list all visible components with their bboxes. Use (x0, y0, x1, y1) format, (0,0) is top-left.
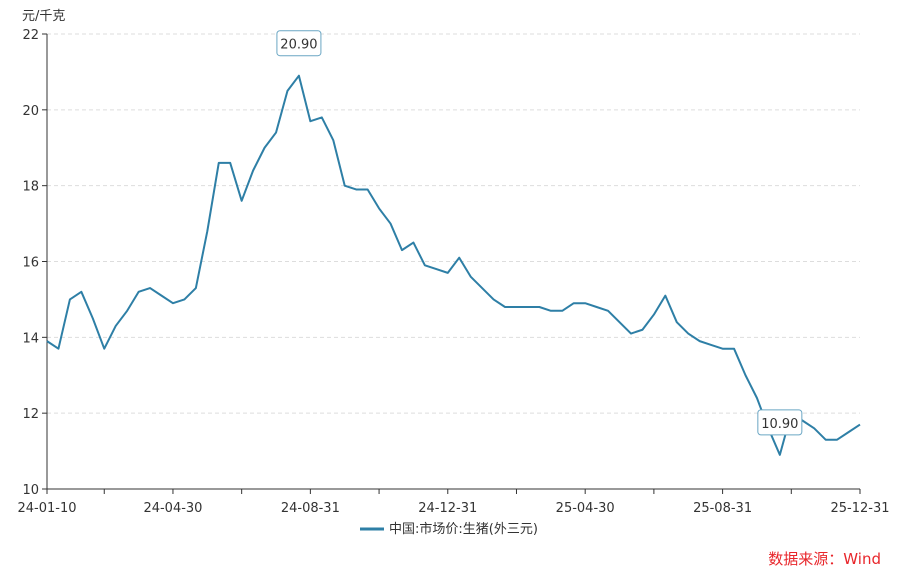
annotation-label: 20.90 (280, 38, 317, 53)
x-tick-label: 24-01-10 (17, 501, 76, 516)
y-tick-label: 20 (22, 104, 39, 119)
series-line (46, 74, 861, 456)
y-tick-label: 12 (22, 407, 39, 422)
y-tick-label: 22 (22, 28, 39, 43)
y-tick-label: 16 (22, 256, 39, 271)
x-tick-label: 25-12-31 (830, 501, 889, 516)
annotation-box (757, 409, 803, 436)
legend-label: 中国:市场价:生猪(外三元) (389, 521, 538, 537)
y-tick-label: 14 (22, 331, 39, 346)
x-tick-label: 25-04-30 (556, 501, 615, 516)
x-tick-label: 25-08-31 (693, 501, 752, 516)
x-tick-label: 24-08-31 (281, 501, 340, 516)
x-tick-label: 24-12-31 (418, 501, 477, 516)
x-tick-label: 24-04-30 (143, 501, 202, 516)
annotation-box (276, 30, 322, 57)
annotation-label: 10.90 (761, 417, 798, 432)
y-axis-label: 元/千克 (22, 9, 65, 24)
y-tick-label: 10 (22, 483, 39, 498)
y-tick-label: 18 (22, 180, 39, 195)
data-source: 数据来源：Wind (768, 550, 881, 568)
